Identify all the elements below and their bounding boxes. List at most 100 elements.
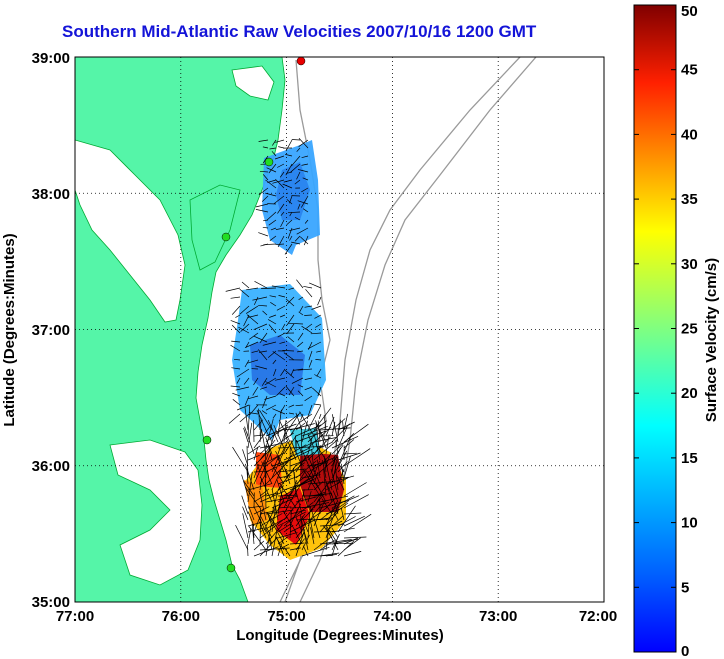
velocity-vector [323, 468, 327, 497]
velocity-vector [245, 341, 250, 348]
velocity-vector [258, 232, 269, 237]
velocity-vector [267, 350, 277, 358]
y-axis-label: Latitude (Degrees:Minutes) [1, 233, 18, 426]
velocity-vector [278, 420, 291, 443]
velocity-vector [246, 359, 259, 364]
velocity-vector [283, 352, 295, 361]
velocity-vector [297, 390, 304, 397]
velocity-vector [295, 460, 317, 479]
velocity-vector [295, 496, 317, 503]
velocity-vector [265, 456, 278, 467]
velocity-vector [253, 323, 268, 330]
velocity-vector [283, 435, 297, 455]
velocity-vector [343, 494, 369, 509]
velocity-vector [230, 385, 241, 388]
velocity-vector [301, 163, 309, 166]
velocity-vector [259, 452, 285, 467]
velocity-vector [249, 332, 259, 340]
velocity-vector [307, 506, 311, 539]
velocity-vector [271, 151, 277, 157]
velocity-vector [290, 163, 301, 173]
velocity-vector [300, 519, 309, 551]
velocity-vector [273, 368, 277, 377]
velocity-vector [258, 408, 261, 431]
velocity-vector [275, 377, 286, 381]
velocity-vector [313, 403, 322, 406]
velocity-vector [286, 314, 295, 326]
velocity-vector [265, 404, 277, 411]
velocity-vector [331, 538, 338, 557]
velocity-vector [242, 506, 249, 521]
velocity-vector [247, 505, 263, 509]
velocity-vector [304, 386, 313, 391]
velocity-vector [343, 512, 362, 515]
velocity-vector [271, 485, 284, 497]
velocity-vector [334, 459, 339, 491]
velocity-vector [273, 424, 285, 449]
velocity-vector [284, 243, 293, 255]
velocity-vector [301, 325, 313, 334]
velocity-vector [253, 420, 255, 443]
velocity-vector [288, 287, 295, 290]
velocity-vector [314, 314, 322, 319]
velocity-vector [297, 341, 304, 348]
velocity-vector [284, 370, 295, 379]
velocity-vector [300, 195, 309, 208]
velocity-vector [319, 441, 333, 449]
map-title: Southern Mid-Atlantic Raw Velocities 200… [62, 22, 537, 41]
velocity-vector [308, 359, 313, 368]
velocity-vector [295, 451, 315, 467]
colorbar-tick-label: 25 [681, 321, 698, 338]
velocity-vector [304, 314, 313, 316]
velocity-vector [325, 501, 338, 527]
lat-tick-label: 37:00 [32, 322, 70, 339]
colorbar-label: Surface Velocity (cm/s) [703, 258, 720, 422]
velocity-vector [331, 414, 339, 443]
velocity-vector [276, 455, 285, 473]
grid-lines [75, 57, 604, 602]
velocity-vector [280, 368, 286, 376]
velocity-vector [331, 418, 346, 431]
velocity-vector [284, 468, 291, 485]
velocity-vector [244, 486, 261, 509]
velocity-vector [289, 227, 301, 232]
velocity-vector [232, 446, 249, 473]
velocity-vector [259, 170, 269, 173]
velocity-vector [259, 386, 268, 390]
velocity-vector [283, 179, 293, 183]
velocity-vector [266, 211, 277, 221]
velocity-vector [264, 395, 277, 400]
velocity-vector [233, 358, 241, 361]
velocity-vector [253, 460, 265, 485]
lat-tick-label: 38:00 [32, 186, 70, 203]
velocity-vector [272, 413, 277, 419]
velocity-vector [315, 482, 327, 503]
velocity-vector [313, 439, 339, 461]
velocity-vector [284, 435, 297, 461]
velocity-vector [303, 235, 309, 246]
velocity-vector [259, 490, 267, 521]
velocity-vector [291, 377, 304, 384]
velocity-vector [337, 540, 355, 557]
velocity-vector [244, 426, 255, 455]
velocity-vector [291, 241, 301, 245]
velocity-vector [307, 493, 325, 515]
velocity-vector [337, 461, 348, 473]
velocity-vector [264, 445, 267, 479]
velocity-vector [336, 475, 345, 491]
velocity-vector [265, 466, 277, 473]
velocity-vector [296, 171, 301, 180]
velocity-vector [256, 409, 267, 431]
lon-tick-labels: 77:00 76:00 75:00 74:00 73:00 72:00 [56, 608, 617, 625]
velocity-vector [259, 446, 269, 455]
velocity-vector [283, 462, 306, 479]
velocity-vector [253, 377, 259, 386]
velocity-vector [307, 341, 322, 350]
velocity-vector [272, 359, 277, 365]
velocity-vector [317, 386, 322, 397]
velocity-vector [280, 211, 285, 216]
velocity-vector [277, 424, 288, 455]
velocity-vector [283, 411, 301, 437]
velocity-vector [337, 516, 356, 527]
velocity-vector [265, 505, 277, 527]
